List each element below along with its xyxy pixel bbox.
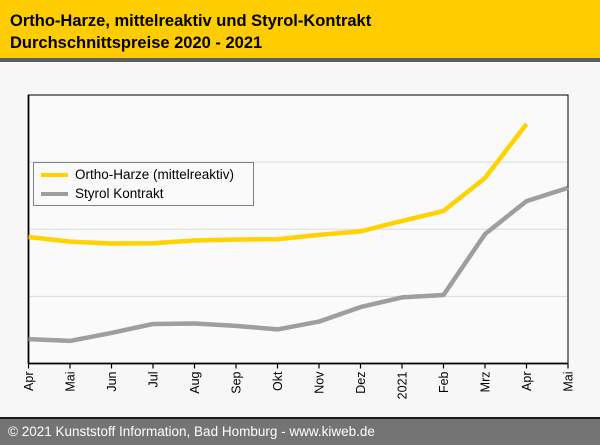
x-axis-label: Okt — [271, 371, 285, 391]
x-axis-label: Apr — [520, 372, 534, 391]
x-axis-label: Sep — [230, 371, 244, 393]
header-divider — [0, 58, 600, 62]
x-axis-label: Dez — [354, 372, 368, 394]
x-axis-label: Apr — [22, 372, 36, 391]
footer-bar: © 2021 Kunststoff Information, Bad Hombu… — [0, 417, 600, 445]
x-axis-label: Aug — [188, 371, 202, 393]
legend-item-styrol: Styrol Kontrakt — [34, 184, 253, 203]
chart-legend: Ortho-Harze (mittelreaktiv) Styrol Kontr… — [33, 162, 254, 206]
x-axis-label: Mai — [64, 372, 78, 392]
header-bar: Ortho-Harze, mittelreaktiv und Styrol-Ko… — [0, 0, 600, 58]
x-axis-label: 2021 — [396, 371, 410, 399]
chart-title-line-2: Durchschnittspreise 2020 - 2021 — [10, 34, 263, 52]
legend-label-ortho-harze: Ortho-Harze (mittelreaktiv) — [75, 167, 235, 182]
ortho-harze-line-swatch — [41, 172, 68, 177]
styrol-line-swatch — [41, 191, 68, 196]
x-axis-label: Jul — [147, 372, 161, 388]
price-chart-svg: Apr Mai Jun Jul Aug Sep Okt Nov Dez 2021 Feb Mrz Apr… — [22, 94, 576, 399]
price-chart: Apr Mai Jun Jul Aug Sep Okt Nov Dez 2021 Feb Mrz Apr… — [0, 62, 600, 417]
x-axis-label: Nov — [313, 371, 327, 394]
x-axis-label: Mai — [562, 372, 576, 392]
x-axis-label: Mrz — [479, 372, 493, 393]
chart-title-line-1: Ortho-Harze, mittelreaktiv und Styrol-Ko… — [10, 12, 372, 30]
series-line-styrol — [28, 185, 569, 344]
copyright-text: © 2021 Kunststoff Information, Bad Hombu… — [8, 424, 375, 439]
x-axis-label: Feb — [437, 371, 451, 393]
series-line-ortho-harze — [28, 122, 529, 246]
x-axis-label: Jun — [105, 371, 119, 391]
legend-label-styrol: Styrol Kontrakt — [75, 186, 164, 201]
legend-item-ortho-harze: Ortho-Harze (mittelreaktiv) — [34, 165, 253, 184]
